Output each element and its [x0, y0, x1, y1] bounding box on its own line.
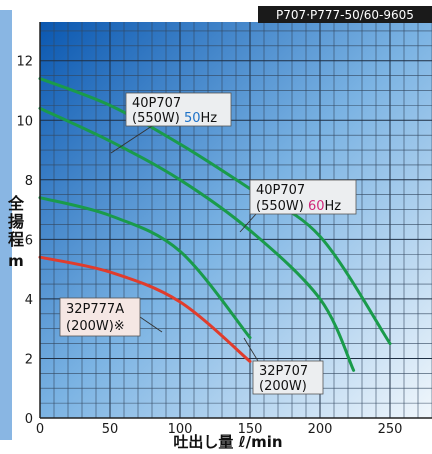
x-tick-label: 50 [102, 422, 119, 437]
x-tick-label: 0 [36, 422, 44, 437]
left-edge-strip [0, 10, 12, 440]
callout-leader [110, 125, 153, 154]
callout-32p777a: 32P777A (200W)※ [59, 297, 141, 337]
callout-40p707-50hz: 40P707 (550W) 50Hz [125, 92, 232, 127]
svg-text:32P777A: 32P777A [66, 302, 124, 317]
series-line-4 [38, 255, 252, 363]
curves [38, 77, 392, 372]
ylabel-char-1: 全 [7, 194, 25, 213]
ylabel-char-2: 揚 [8, 212, 24, 231]
callout-32p707: 32P707 (200W) [252, 360, 324, 395]
svg-text:32P707: 32P707 [259, 364, 308, 379]
callout-32p777a-watt: (200W)※ [66, 319, 125, 334]
y-unit: m [8, 252, 24, 270]
callout-40p707-50hz-unit: Hz [201, 111, 218, 126]
series-line-2 [38, 106, 356, 372]
y-tick-label: 4 [25, 293, 33, 308]
callout-40p707-60hz-model: 40P707 [256, 183, 305, 198]
callout-leader [239, 213, 257, 233]
callout-32p777a-model: 32P777A [66, 302, 124, 317]
svg-text:40P707: 40P707 [132, 96, 181, 111]
callout-32p707-watt: (200W) [259, 379, 307, 394]
callout-leader [243, 337, 259, 362]
ylabel-char-3: 程 [8, 230, 24, 249]
grid [40, 22, 432, 418]
y-tick-label: 8 [25, 174, 33, 189]
svg-text:40P707: 40P707 [256, 183, 305, 198]
y-tick-label: 10 [16, 114, 33, 129]
callout-32p707-model: 32P707 [259, 364, 308, 379]
x-tick-label: 100 [168, 422, 193, 437]
x-tick-label: 200 [308, 422, 333, 437]
callout-40p707-60hz: 40P707 (550W) 60Hz [249, 179, 357, 215]
callout-40p707-60hz-unit: Hz [325, 199, 342, 214]
callout-40p707-50hz-freq: 50 [184, 111, 201, 126]
series-line-1 [38, 77, 392, 346]
y-tick-label: 0 [25, 412, 33, 427]
svg-text:(200W)※: (200W)※ [66, 319, 125, 334]
x-tick-label: 250 [378, 422, 403, 437]
x-tick-label: 150 [238, 422, 263, 437]
x-axis-label: 吐出し量 ℓ/min [173, 433, 282, 451]
callout-40p707-60hz-freq: 60 [308, 199, 325, 214]
svg-text:(550W) 50Hz: (550W) 50Hz [132, 111, 217, 126]
callout-leader [139, 316, 163, 333]
header-code: P707·P777-50/60-9605 [276, 8, 414, 22]
y-tick-label: 12 [16, 55, 33, 70]
callout-40p707-60hz-watt: (550W) [256, 199, 308, 214]
series-line-3 [38, 196, 252, 340]
y-ticks: 0 2 4 6 8 10 12 [16, 55, 33, 427]
svg-text:(200W): (200W) [259, 379, 307, 394]
svg-text:(550W) 60Hz: (550W) 60Hz [256, 199, 341, 214]
header-badge [258, 6, 432, 23]
leaders [110, 125, 259, 362]
y-tick-label: 6 [25, 233, 33, 248]
x-ticks: 0 50 100 150 200 250 [36, 422, 403, 437]
callout-40p707-50hz-model: 40P707 [132, 96, 181, 111]
callout-40p707-50hz-watt: (550W) [132, 111, 184, 126]
y-tick-label: 2 [25, 352, 33, 367]
